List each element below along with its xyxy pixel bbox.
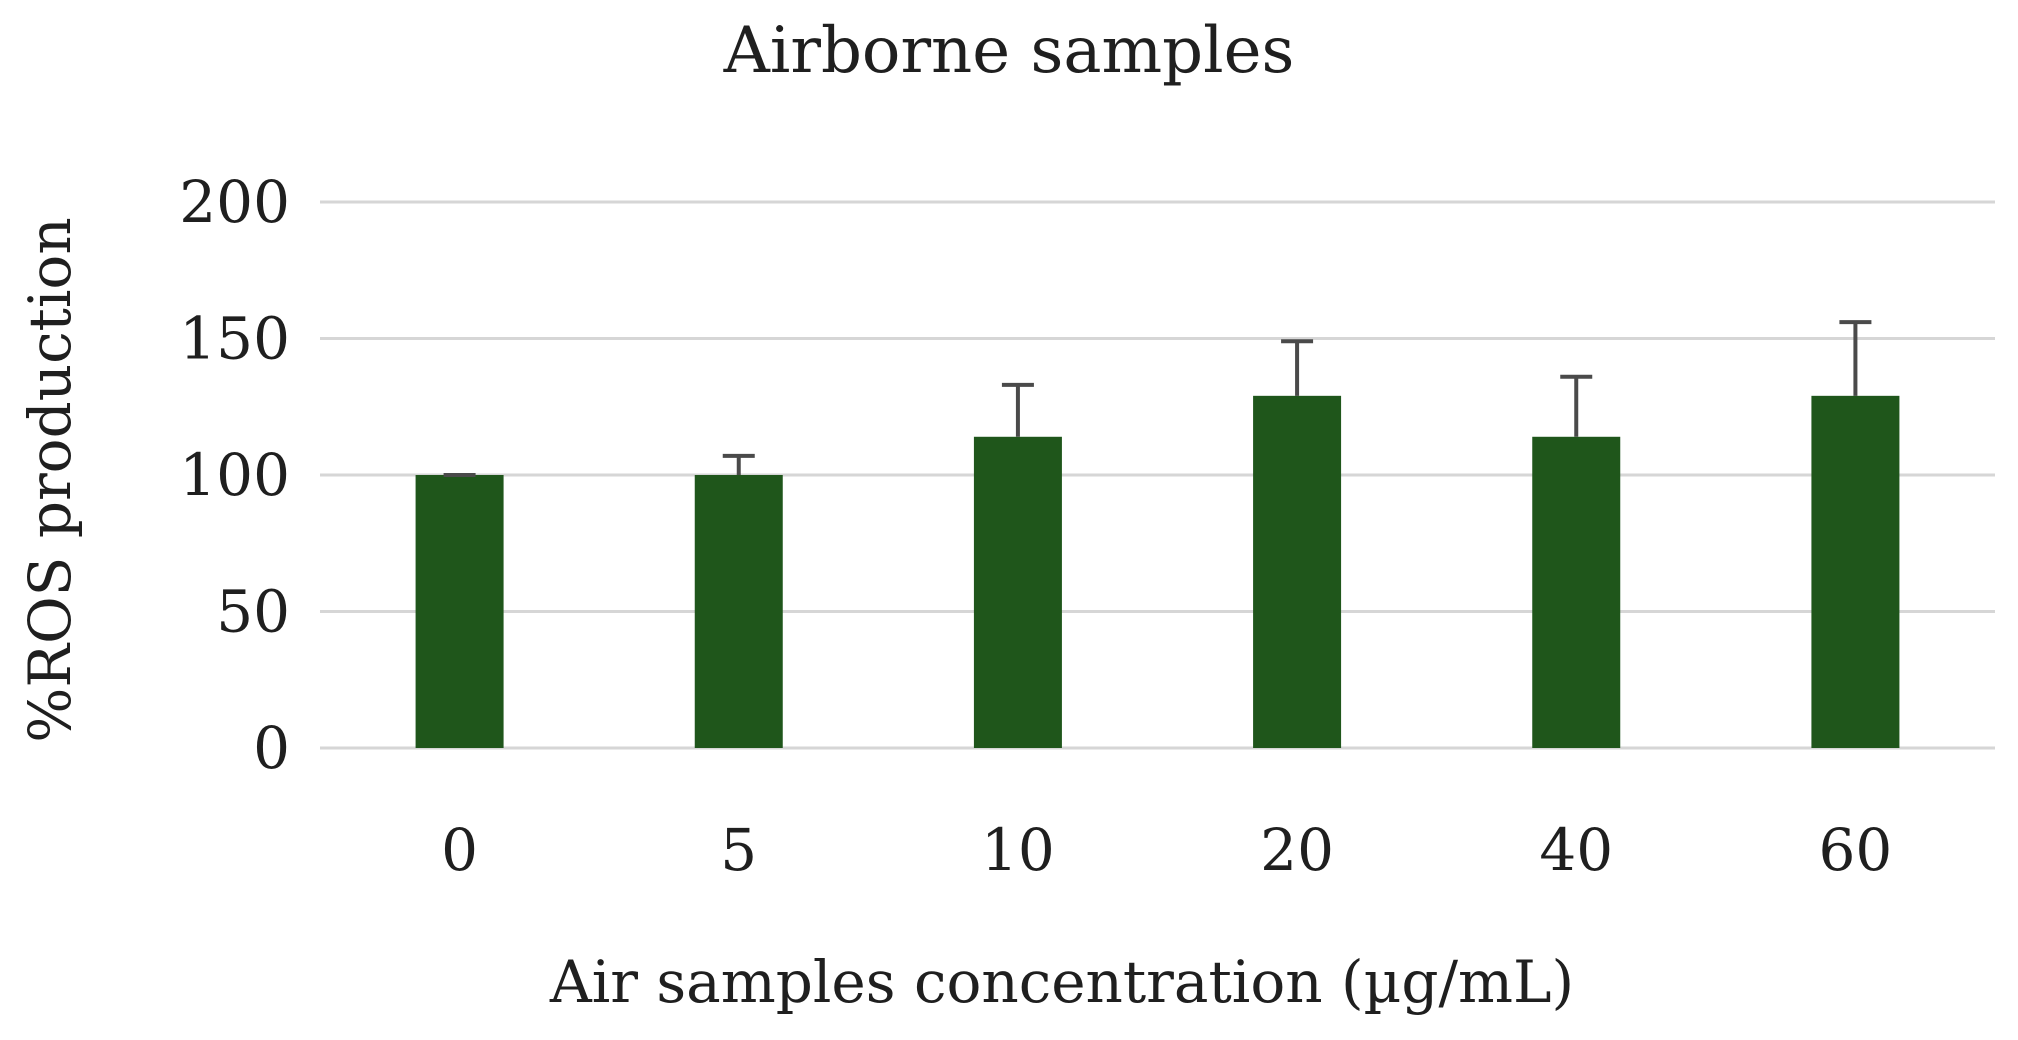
x-tick-label: 0 — [441, 816, 478, 884]
x-tick-label: 5 — [720, 816, 757, 884]
bar — [415, 475, 504, 748]
y-axis-label: %ROS production — [16, 217, 84, 742]
chart-title: Airborne samples — [723, 14, 1295, 88]
x-axis-ticks: 0 5 10 20 40 60 — [441, 816, 1892, 884]
error-bars — [443, 320, 1872, 477]
y-tick-label: 150 — [179, 305, 290, 373]
bar — [694, 475, 783, 748]
bar — [1253, 395, 1342, 748]
x-axis-label: Air samples concentration (µg/mL) — [549, 948, 1574, 1016]
gridlines — [320, 200, 1995, 750]
y-tick-label: 200 — [179, 168, 290, 236]
bars — [415, 395, 1900, 748]
y-axis-ticks: 0 50 100 150 200 — [179, 168, 290, 782]
y-tick-label: 100 — [179, 441, 290, 509]
y-tick-label: 50 — [216, 578, 290, 646]
x-tick-label: 40 — [1539, 816, 1613, 884]
x-tick-label: 60 — [1819, 816, 1893, 884]
bar — [1532, 436, 1621, 748]
bar — [973, 436, 1062, 748]
x-tick-label: 10 — [981, 816, 1055, 884]
bar — [1811, 395, 1900, 748]
y-tick-label: 0 — [253, 714, 290, 782]
x-tick-label: 20 — [1260, 816, 1334, 884]
